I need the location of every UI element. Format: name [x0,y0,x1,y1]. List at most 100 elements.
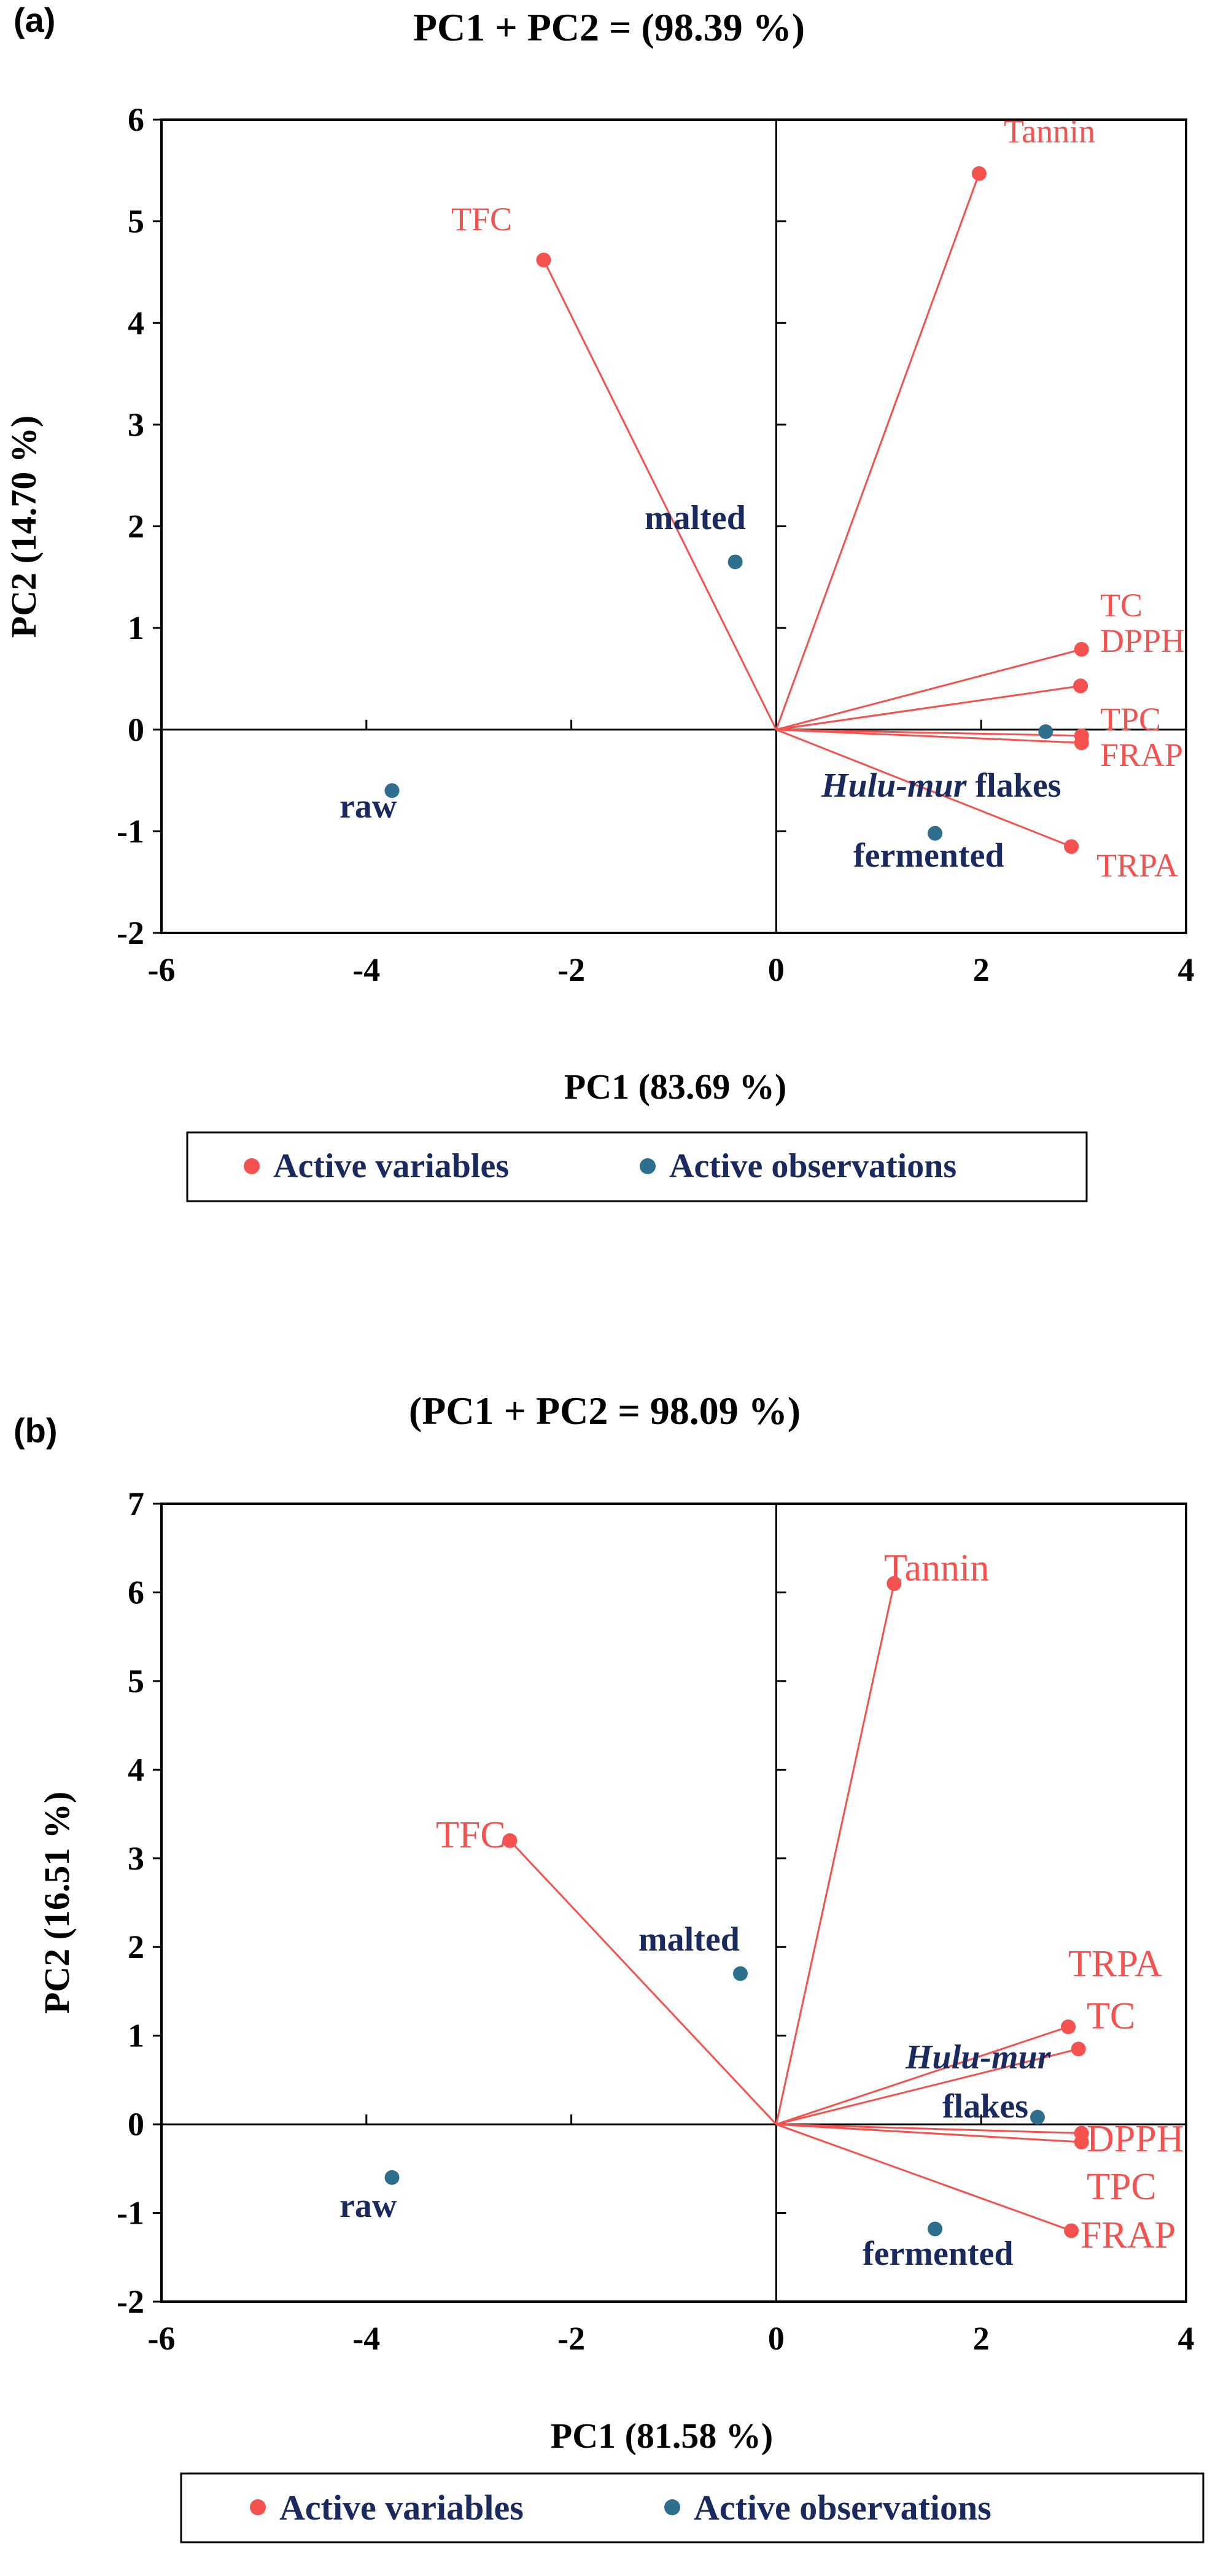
panel-b: (b) (PC1 + PC2 = 98.09 %) -2 -1 0 1 2 3 4 5 6 7 -… [14,1389,1204,2543]
variable-point-tfc [502,1833,518,1848]
y-tick-label: 4 [128,1751,144,1788]
legend-variable-marker [244,1158,260,1174]
obs-label-fermented: fermented [863,2235,1014,2273]
y-tick-label: 2 [128,1928,144,1965]
y-tick-label: 0 [128,2106,144,2143]
var-label-tc: TC [1087,1995,1135,2037]
obs-label-flakes: flakes [942,2087,1028,2125]
variable-point-frap [1074,735,1089,751]
vector-tannin [775,173,980,730]
variable-point-tannin [971,166,987,181]
obs-label-malted: malted [645,499,746,537]
panel-b-y-axis-title: PC2 (16.51 %) [37,1792,77,2014]
x-tick-label: -4 [352,2320,380,2357]
legend-active-variables: Active variables [279,2488,524,2528]
legend-active-observations: Active observations [669,1147,956,1185]
legend-active-variables: Active variables [273,1147,509,1185]
var-label-tpc: TPC [1087,2166,1157,2208]
panel-b-axes [153,1503,1187,2303]
panel-b-x-axis-title: PC1 (81.58 %) [551,2416,773,2456]
observation-point-raw [384,783,400,799]
panel-b-variable-vectors [502,1576,1089,2238]
panel-b-legend: Active variables Active observations [180,2472,1204,2543]
y-tick-label: 5 [128,1663,144,1700]
vector-tfc [509,1839,777,2125]
legend-active-observations: Active observations [694,2488,991,2528]
var-label-tfc: TFC [451,201,512,238]
x-tick-label: -2 [557,2320,585,2357]
variable-point-tannin [886,1576,902,1591]
vector-dpph [776,685,1081,731]
var-label-tpc: TPC [1100,701,1161,738]
x-tick-label: 0 [768,2320,785,2357]
panel-a-y-axis-title: PC2 (14.70 %) [4,416,44,638]
observation-point-malted [727,554,743,570]
x-tick-label: 4 [1178,2320,1195,2357]
observation-point-hulu-mur-flakes [1038,724,1053,740]
vector-tc [776,648,1082,731]
obs-label-hulu-mur-flakes: Hulu-mur flakes [821,767,1061,805]
observation-point-fermented [928,826,943,841]
panel-b-observations [384,1966,1045,2237]
var-label-tfc: TFC [436,1814,506,1856]
vector-frap [775,2123,1072,2232]
var-label-frap: FRAP [1100,737,1183,773]
panel-b-x-tick-labels: -6 -4 -2 0 2 4 [148,2320,1195,2357]
y-tick-label: -2 [117,2283,144,2320]
x-tick-label: -6 [148,951,176,988]
y-tick-label: -1 [117,2195,144,2232]
x-tick-label: 2 [973,951,990,988]
obs-label-hulu-mur-italic: Hulu-mur [821,767,968,805]
x-tick-label: -2 [557,951,585,988]
panel-a-y-tick-labels: -2 -1 0 1 2 3 4 5 6 [117,101,144,951]
panel-a-axes [153,118,1187,934]
panel-a-legend: Active variables Active observations [186,1131,1088,1202]
x-tick-label: 4 [1178,951,1195,988]
panel-b-point-labels: Tannin TFC TRPA TC DPPH TPC FRAP malted … [339,1547,1184,2273]
observation-point-raw [384,2170,400,2185]
variable-point-frap [1064,2223,1079,2238]
y-tick-label: 0 [128,711,144,748]
observation-point-hulu-mur-flakes [1030,2110,1045,2125]
y-tick-label: -1 [117,813,144,849]
var-label-tannin: Tannin [1004,113,1095,150]
variable-point-tfc [536,252,551,268]
var-label-frap: FRAP [1080,2214,1176,2256]
y-tick-label: -2 [117,915,144,951]
var-label-trpa: TRPA [1096,847,1178,884]
panel-a-x-tick-labels: -6 -4 -2 0 2 4 [148,951,1195,988]
legend-observation-marker [664,2499,680,2515]
obs-label-raw: raw [339,787,397,826]
panel-b-plot-area [160,1503,1187,2303]
vector-frap [776,729,1082,744]
y-tick-label: 6 [128,1574,144,1611]
vector-tannin [775,1583,895,2125]
var-label-dpph: DPPH [1100,622,1185,659]
panel-b-title: (PC1 + PC2 = 98.09 %) [409,1389,801,1433]
observation-point-malted [732,1966,748,1981]
var-label-tannin: Tannin [884,1547,989,1589]
variable-point-tc [1071,2041,1086,2057]
y-tick-label: 4 [128,304,144,341]
y-tick-label: 6 [128,101,144,138]
x-tick-label: 0 [768,951,785,988]
panel-b-label: (b) [14,1411,58,1450]
var-label-tc: TC [1100,587,1142,624]
variable-point-tpc [1074,2135,1089,2149]
y-tick-label: 1 [128,2017,144,2054]
panel-a-title: PC1 + PC2 = (98.39 %) [413,6,805,49]
x-tick-label: -4 [352,951,380,988]
vector-tc [776,2048,1079,2125]
obs-label-flakes: flakes [967,767,1061,805]
y-tick-label: 1 [128,609,144,646]
vector-tpc [776,2123,1082,2143]
variable-point-trpa [1061,2019,1076,2035]
vector-tfc [543,259,777,730]
panel-a-observations [384,554,1053,841]
vector-trpa [775,729,1072,848]
variable-point-dpph [1073,678,1088,694]
panel-a-variable-vectors [536,166,1089,854]
x-tick-label: 2 [973,2320,990,2357]
vector-dpph [776,2123,1082,2135]
